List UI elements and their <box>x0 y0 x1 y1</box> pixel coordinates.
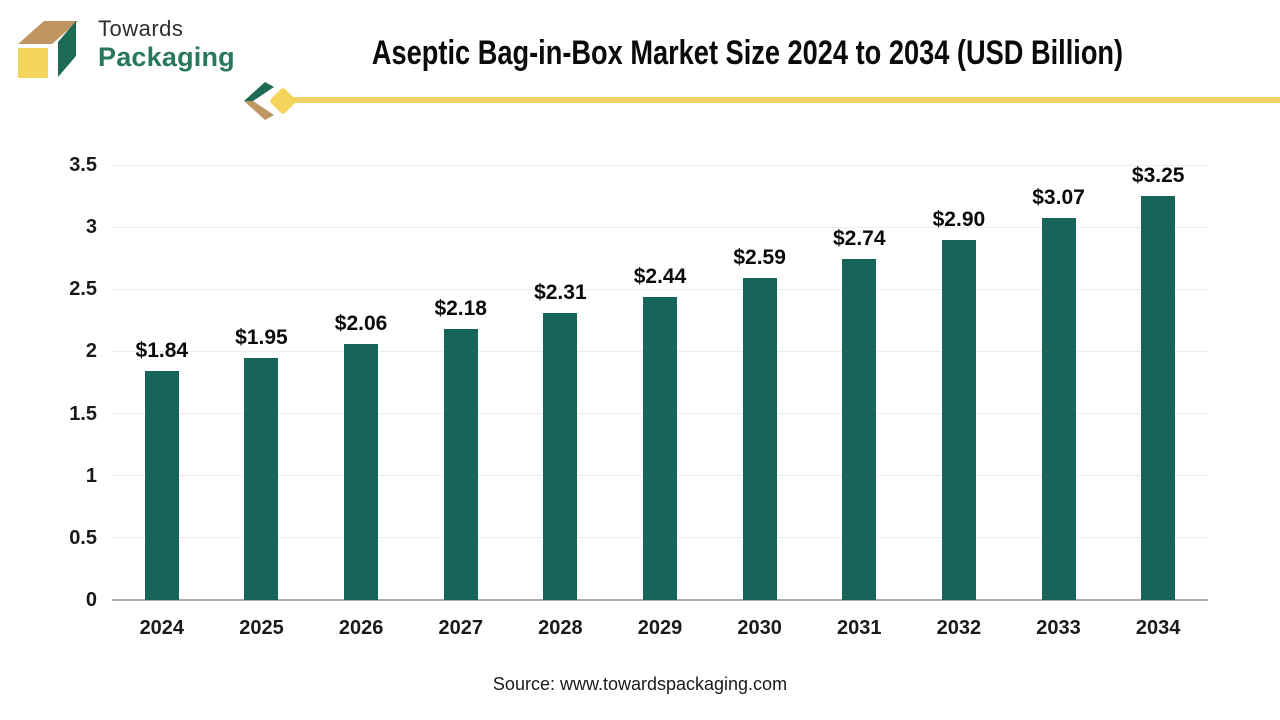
bar-2026 <box>344 343 379 600</box>
x-axis-label: 2024 <box>139 617 185 639</box>
bar-2031 <box>842 259 877 600</box>
x-axis-label: 2028 <box>538 617 583 639</box>
gridline <box>112 164 1208 166</box>
bar-2027 <box>443 329 478 600</box>
y-axis-tick-label: 3 <box>85 216 97 239</box>
bar-value-label: $2.31 <box>534 280 587 304</box>
brand-name-line1: Towards <box>98 16 184 41</box>
bar-2030 <box>742 278 777 600</box>
bar-value-label: $1.84 <box>135 339 189 363</box>
bar-value-label: $3.07 <box>1032 186 1085 210</box>
page-title: Aseptic Bag-in-Box Market Size 2024 to 2… <box>371 34 1124 72</box>
bar-2033 <box>1041 218 1076 600</box>
bar-value-label: $2.90 <box>932 207 986 231</box>
x-axis-baseline <box>112 599 1208 601</box>
x-axis-label: 2027 <box>438 617 483 639</box>
brand-name: Towards Packaging <box>98 18 235 71</box>
bar-value-label: $2.44 <box>633 264 687 288</box>
bar-value-label: $3.25 <box>1131 164 1185 188</box>
bar-2024 <box>144 371 179 600</box>
plot-area: $1.84 2024 $1.95 2025 $2.06 2026 $2.18 2027 $2.3… <box>112 164 1208 638</box>
x-axis-label: 2025 <box>239 617 284 639</box>
bar-value-label: $1.95 <box>235 325 288 349</box>
bar-value-label: $2.06 <box>334 311 388 335</box>
bar-value-label: $2.18 <box>434 297 487 321</box>
brand-logo: Towards Packaging <box>12 6 242 90</box>
y-axis-tick-label: 1 <box>85 464 97 487</box>
x-axis-label: 2029 <box>637 617 683 639</box>
bar-2025 <box>244 357 279 600</box>
y-axis-tick-label: 2.5 <box>69 278 97 301</box>
y-axis-tick-label: 0.5 <box>69 526 97 549</box>
brand-name-line2: Packaging <box>98 42 235 72</box>
bar-2034 <box>1141 196 1176 600</box>
gridline <box>112 288 1208 290</box>
bar-value-label: $2.59 <box>733 246 786 270</box>
x-axis-label: 2034 <box>1135 617 1181 639</box>
divider-line <box>290 97 1280 103</box>
bar-2032 <box>941 239 976 600</box>
y-axis-labels: 0 0.5 1 1.5 2 2.5 3 3.5 <box>30 154 97 611</box>
source-attribution: Source: www.towardspackaging.com <box>492 674 788 694</box>
x-axis-label: 2030 <box>737 617 782 639</box>
x-axis-label: 2031 <box>837 617 882 639</box>
x-axis-label: 2032 <box>936 617 982 639</box>
bar-2029 <box>643 296 677 600</box>
y-axis-tick-label: 3.5 <box>69 154 97 176</box>
bar-2028 <box>543 312 578 600</box>
divider-arrow-icon <box>244 82 296 120</box>
box-logo-icon <box>18 21 78 78</box>
x-axis-label: 2033 <box>1036 617 1081 639</box>
y-axis-tick-label: 2 <box>85 340 97 363</box>
y-axis-tick-label: 1.5 <box>69 402 97 425</box>
x-axis-label: 2026 <box>338 617 384 639</box>
bar-value-label: $2.74 <box>832 227 886 251</box>
y-axis-tick-label: 0 <box>85 589 97 611</box>
gridline <box>112 226 1208 228</box>
